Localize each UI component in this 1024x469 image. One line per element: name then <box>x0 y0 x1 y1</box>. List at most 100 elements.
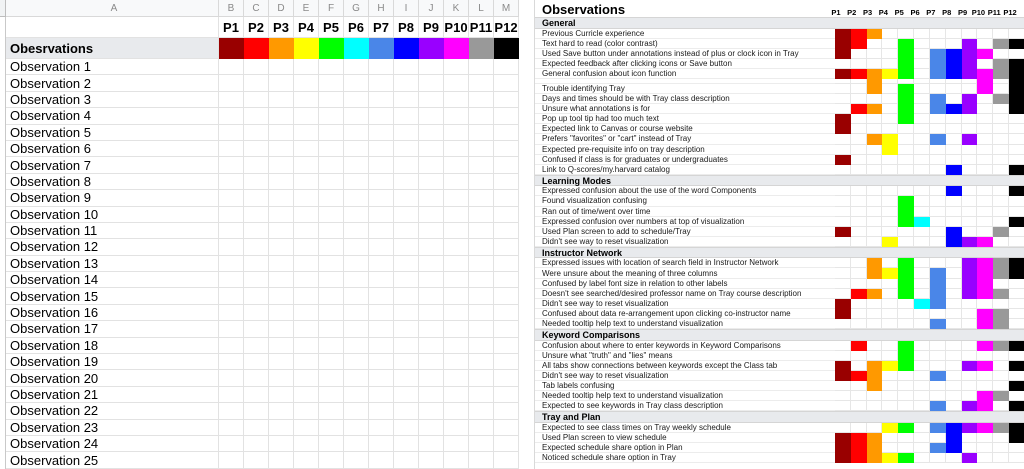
grid-cell[interactable] <box>444 370 469 387</box>
grid-cell[interactable] <box>494 370 519 387</box>
grid-cell[interactable] <box>294 173 319 191</box>
grid-cell-p8[interactable] <box>945 134 962 145</box>
grid-cell[interactable] <box>244 321 269 338</box>
grid-cell-p1[interactable] <box>835 298 851 309</box>
grid-cell-p11[interactable] <box>993 442 1010 453</box>
grid-cell-p11[interactable] <box>993 236 1010 247</box>
grid-cell-p8[interactable] <box>945 258 962 269</box>
grid-cell-p4[interactable] <box>882 401 899 412</box>
legend-color-cell-p5[interactable] <box>319 38 344 59</box>
grid-cell-p2[interactable] <box>850 104 867 115</box>
grid-cell-p1[interactable] <box>835 258 851 269</box>
grid-cell-p10[interactable] <box>977 114 994 125</box>
grid-cell-p11[interactable] <box>993 206 1010 217</box>
grid-cell-p4[interactable] <box>882 350 899 361</box>
grid-cell-p12[interactable] <box>1009 154 1024 165</box>
grid-cell[interactable] <box>394 386 419 404</box>
grid-cell[interactable] <box>369 124 394 141</box>
participant-column-header[interactable]: P1 <box>831 8 841 17</box>
grid-cell-p1[interactable] <box>835 28 851 39</box>
grid-cell[interactable] <box>494 337 519 355</box>
grid-cell[interactable] <box>319 157 344 174</box>
grid-cell[interactable] <box>244 59 269 76</box>
grid-cell-p5[interactable] <box>898 38 915 49</box>
grid-cell-p6[interactable] <box>914 186 930 197</box>
grid-cell-p4[interactable] <box>882 258 899 269</box>
grid-cell-p10[interactable] <box>977 28 994 39</box>
observation-row-label[interactable]: Observation 17 <box>6 321 219 338</box>
grid-cell[interactable] <box>419 452 444 469</box>
grid-cell-p12[interactable] <box>1009 48 1024 59</box>
grid-cell[interactable] <box>419 190 444 207</box>
grid-cell-p12[interactable] <box>1009 216 1024 227</box>
grid-cell[interactable] <box>444 75 469 92</box>
grid-cell[interactable] <box>269 304 294 322</box>
observation-label[interactable]: Expected schedule share option in Plan <box>535 443 835 453</box>
grid-cell-p12[interactable] <box>1009 288 1024 299</box>
grid-cell-p10[interactable] <box>977 216 994 227</box>
grid-cell[interactable] <box>494 190 519 207</box>
observation-label[interactable]: General confusion about icon function <box>535 69 835 79</box>
participant-label-cell[interactable]: P7 <box>369 17 394 38</box>
grid-cell-p7[interactable] <box>929 104 946 115</box>
grid-cell-p11[interactable] <box>993 258 1010 269</box>
legend-color-cell-p1[interactable] <box>219 38 244 59</box>
grid-cell[interactable] <box>494 173 519 191</box>
grid-cell-p1[interactable] <box>835 288 851 299</box>
grid-cell-p4[interactable] <box>882 68 899 79</box>
grid-cell-p3[interactable] <box>866 340 883 351</box>
grid-cell[interactable] <box>419 239 444 256</box>
grid-cell-p8[interactable] <box>945 196 962 207</box>
grid-cell[interactable] <box>369 386 394 404</box>
grid-cell-p7[interactable] <box>929 258 946 269</box>
grid-cell[interactable] <box>344 124 369 141</box>
grid-cell-p3[interactable] <box>866 216 883 227</box>
grid-cell[interactable] <box>269 157 294 174</box>
grid-cell-p5[interactable] <box>898 298 915 309</box>
grid-cell-p5[interactable] <box>898 78 915 84</box>
grid-cell-p7[interactable] <box>929 268 946 279</box>
grid-cell-p5[interactable] <box>898 186 915 197</box>
grid-cell-p12[interactable] <box>1009 268 1024 279</box>
grid-cell-p4[interactable] <box>882 432 899 443</box>
grid-cell[interactable] <box>344 435 369 453</box>
grid-cell[interactable] <box>344 304 369 322</box>
grid-cell-p8[interactable] <box>945 432 962 443</box>
grid-cell-p9[interactable] <box>961 340 978 351</box>
grid-cell[interactable] <box>494 354 519 371</box>
grid-cell[interactable] <box>394 91 419 109</box>
grid-cell-p5[interactable] <box>898 350 915 361</box>
section-header[interactable]: Instructor Network <box>535 246 1024 259</box>
grid-cell-p3[interactable] <box>866 48 883 59</box>
grid-cell[interactable] <box>294 91 319 109</box>
grid-cell[interactable] <box>269 59 294 76</box>
grid-cell-p11[interactable] <box>993 124 1010 135</box>
observation-label[interactable]: All tabs show connections between keywor… <box>535 361 835 371</box>
grid-cell-p2[interactable] <box>850 226 867 237</box>
grid-cell-p10[interactable] <box>977 48 994 59</box>
grid-cell-p4[interactable] <box>882 38 899 49</box>
grid-cell[interactable] <box>269 370 294 387</box>
grid-cell-p1[interactable] <box>835 114 851 125</box>
grid-cell-p4[interactable] <box>882 442 899 453</box>
grid-cell-p5[interactable] <box>898 258 915 269</box>
grid-cell-p7[interactable] <box>929 370 946 381</box>
grid-cell-p12[interactable] <box>1009 58 1024 69</box>
grid-cell-p8[interactable] <box>945 442 962 453</box>
grid-cell-p2[interactable] <box>850 298 867 309</box>
grid-cell-p5[interactable] <box>898 144 915 155</box>
grid-cell[interactable] <box>494 239 519 256</box>
observation-label[interactable]: Noticed schedule share option in Tray <box>535 453 835 464</box>
grid-cell[interactable] <box>244 386 269 404</box>
grid-cell-p9[interactable] <box>961 58 978 69</box>
grid-cell-p1[interactable] <box>835 452 851 464</box>
observation-label[interactable]: Link to Q-scores/my.harvard catalog <box>535 165 835 175</box>
grid-cell-p6[interactable] <box>914 432 930 443</box>
grid-cell-p6[interactable] <box>914 196 930 207</box>
participant-column-header[interactable]: P2 <box>847 8 857 17</box>
grid-cell-p3[interactable] <box>866 94 883 105</box>
grid-cell-p2[interactable] <box>850 83 867 95</box>
grid-cell-p1[interactable] <box>835 318 851 330</box>
grid-cell[interactable] <box>444 140 469 158</box>
grid-cell[interactable] <box>444 239 469 256</box>
